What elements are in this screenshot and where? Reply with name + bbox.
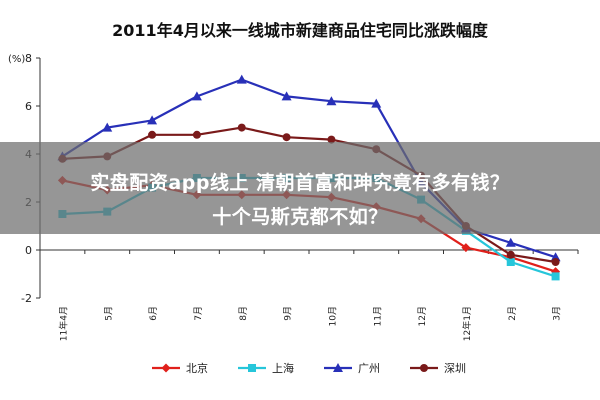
x-axis-ticks: 11年4月 5月 6月 7月 8月 9月 10月 11月 12月 12年1月 2月 3月 (39, 250, 579, 341)
data-point (327, 135, 336, 144)
chart-title: 2011年4月以来一线城市新建商品住宅同比涨跌幅度 (112, 21, 489, 40)
legend-item: 深圳 (410, 362, 466, 375)
legend-item: 广州 (324, 362, 380, 375)
data-point (505, 237, 516, 247)
x-tick-label: 6月 (148, 306, 159, 321)
x-tick-label: 11年4月 (57, 306, 69, 341)
x-tick-label: 5月 (103, 306, 114, 321)
data-point (281, 91, 292, 101)
legend-item: 上海 (238, 361, 294, 375)
x-tick-label: 10月 (327, 306, 338, 326)
legend-label: 广州 (358, 362, 380, 375)
y-tick-label: 8 (25, 52, 32, 65)
data-point (333, 363, 343, 372)
y-tick-label: -2 (21, 292, 32, 305)
data-point (371, 98, 382, 108)
data-point (161, 363, 171, 373)
x-tick-label: 12年1月 (461, 306, 473, 341)
y-tick-label: 0 (25, 244, 32, 257)
data-point (551, 272, 560, 281)
data-point (102, 122, 113, 132)
data-point (420, 364, 428, 372)
x-tick-label: 11月 (372, 306, 383, 326)
data-point (147, 115, 158, 125)
x-tick-label: 7月 (193, 306, 204, 321)
x-tick-label: 8月 (238, 306, 249, 321)
data-point (326, 96, 337, 106)
data-point (506, 250, 515, 259)
data-point (237, 123, 246, 132)
legend-label: 深圳 (444, 362, 466, 375)
x-tick-label: 3月 (552, 306, 563, 321)
data-point (236, 74, 247, 84)
data-point (192, 130, 201, 139)
y-tick-label: 6 (25, 100, 32, 113)
data-point (506, 258, 515, 266)
legend: 北京 上海 广州 深圳 (152, 361, 466, 375)
x-tick-label: 9月 (283, 306, 294, 321)
data-point (248, 364, 256, 372)
x-tick-label: 12月 (417, 306, 428, 326)
y-axis-unit-label: (%) (8, 54, 25, 65)
data-point (551, 258, 560, 266)
legend-label: 北京 (186, 361, 208, 375)
data-point (191, 91, 202, 101)
overlay-subheadline: 十个马斯克都不如？ (212, 206, 388, 228)
data-point (461, 243, 471, 253)
legend-item: 北京 (152, 361, 208, 375)
data-point (282, 133, 291, 142)
overlay-headline: 实盘配资app线上 清朝首富和珅究竟有多有钱？ (90, 172, 510, 194)
data-point (148, 130, 157, 139)
legend-label: 上海 (272, 361, 294, 375)
x-tick-label: 2月 (507, 306, 518, 321)
overlay-banner: 实盘配资app线上 清朝首富和珅究竟有多有钱？ 十个马斯克都不如？ (0, 142, 600, 234)
